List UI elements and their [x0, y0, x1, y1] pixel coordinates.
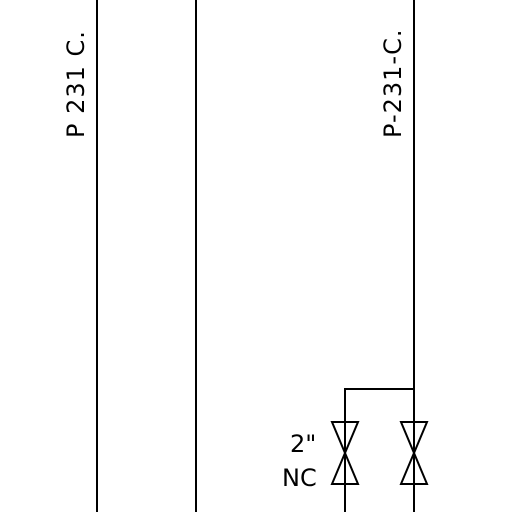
valve-size-label: 2"	[290, 430, 316, 458]
gate-valve-nc-icon	[330, 421, 360, 485]
valve-state-label: NC	[282, 464, 317, 492]
gate-valve-icon	[399, 421, 429, 485]
line-number-label-left: P 231 C.	[62, 30, 90, 138]
line-number-label-right: P-231-C.	[379, 29, 407, 138]
